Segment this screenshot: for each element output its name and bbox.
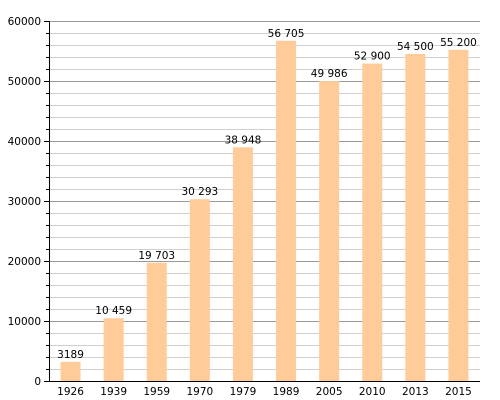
y-tick-label: 30000 [8, 196, 41, 208]
data-label-2015: 55 200 [440, 37, 477, 49]
data-label-1959: 19 703 [138, 250, 175, 262]
x-tick-label-1989: 1989 [273, 386, 300, 398]
y-tick-label: 40000 [8, 136, 41, 148]
x-tick-label-2005: 2005 [316, 386, 343, 398]
x-tick-label-1959: 1959 [143, 386, 170, 398]
axes [44, 21, 480, 382]
bar-2005 [319, 81, 340, 382]
bar-1970 [189, 199, 210, 381]
x-tick-label-1970: 1970 [186, 386, 213, 398]
bar-1926 [60, 361, 81, 381]
y-tick-label: 0 [34, 376, 41, 388]
labels: 3189 1926 10 459 1939 19 703 1959 30 293 1970 38… [8, 16, 477, 398]
data-label-2010: 52 900 [354, 51, 391, 63]
x-tick-label-1939: 1939 [100, 386, 127, 398]
bar-1989 [276, 40, 297, 382]
y-tick-label: 10000 [8, 316, 41, 328]
data-label-1939: 10 459 [95, 305, 132, 317]
x-tick-label-2015: 2015 [445, 386, 472, 398]
x-tick-label-2013: 2013 [402, 386, 429, 398]
data-label-1926: 3189 [57, 349, 84, 361]
bar-1959 [146, 262, 167, 381]
data-label-1989: 56 705 [268, 28, 305, 40]
x-tick-label-1979: 1979 [230, 386, 257, 398]
bar-2010 [362, 63, 383, 381]
data-label-2005: 49 986 [311, 68, 348, 80]
bars [60, 40, 469, 382]
bar-1979 [232, 147, 253, 381]
y-tick-label: 60000 [8, 16, 41, 28]
x-tick-label-2010: 2010 [359, 386, 386, 398]
y-tick-label: 20000 [8, 256, 41, 268]
bar-2013 [405, 54, 426, 381]
data-label-1979: 38 948 [225, 134, 262, 146]
data-label-1970: 30 293 [181, 186, 218, 198]
bar-2015 [448, 49, 469, 382]
x-tick-label-1926: 1926 [57, 386, 84, 398]
bar-1939 [103, 318, 124, 381]
data-label-2013: 54 500 [397, 41, 434, 53]
y-tick-label: 50000 [8, 76, 41, 88]
